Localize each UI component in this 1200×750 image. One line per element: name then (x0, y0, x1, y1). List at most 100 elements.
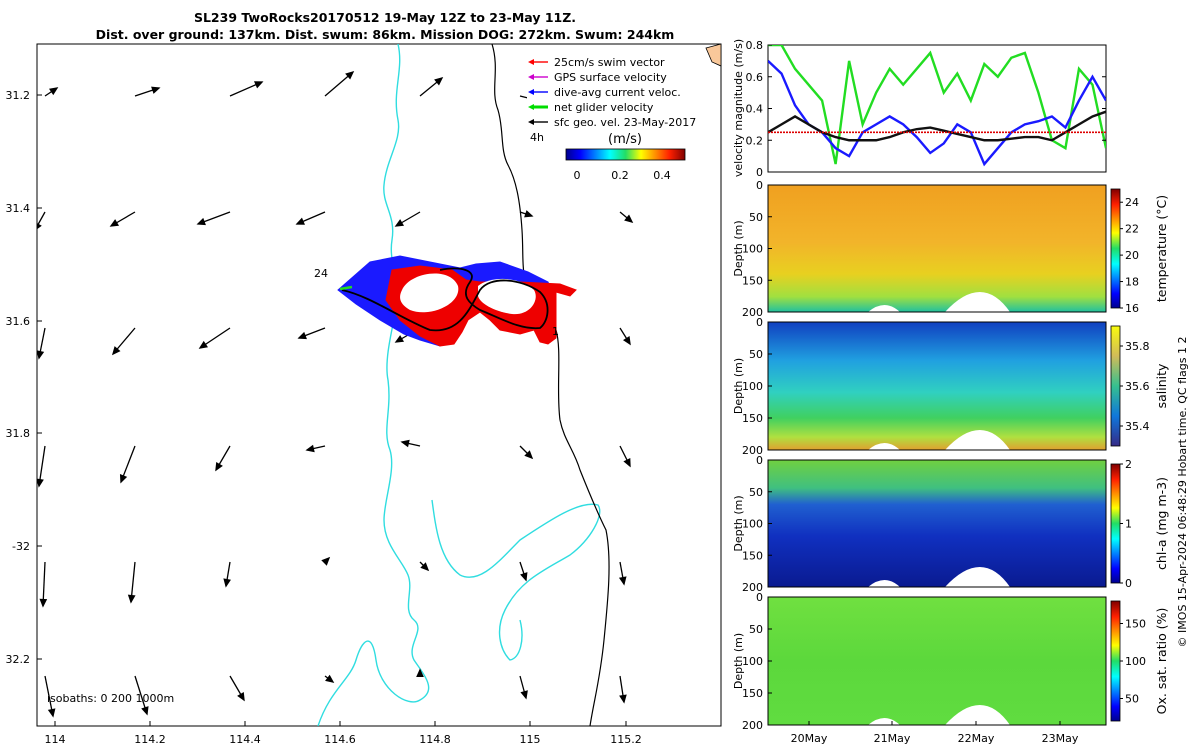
map-y-tick-label: 31.6 (6, 315, 31, 328)
colorbar-tick-label: 20 (1125, 249, 1139, 262)
section-panel: 0 50 100 150 200 Depth (m) 16 18 20 22 24 temperatu… (732, 179, 1169, 319)
geo-velocity-arrow (119, 445, 136, 484)
geo-velocity-arrow (229, 675, 245, 702)
map-colorbar: (m/s) 0 0.2 0.4 (565, 132, 686, 182)
depth-ylabel: Depth (m) (732, 495, 745, 551)
velocity-y-tick-label: 0.8 (746, 39, 764, 52)
geo-velocity-arrow (134, 86, 161, 97)
geo-velocity-arrow (223, 561, 231, 588)
seabed-bump (945, 292, 1010, 312)
colorbar-label: salinity (1154, 363, 1169, 408)
legend-label: net glider velocity (554, 101, 654, 114)
velocity-ylabel: velocity magnitude (m/s) (732, 39, 745, 177)
track-loop-west (400, 273, 459, 313)
geo-velocity-arrow (109, 211, 136, 227)
geo-velocity-arrow (37, 445, 46, 488)
geo-velocity-arrow (111, 327, 136, 356)
geo-velocity-arrow (321, 556, 331, 566)
geo-velocity-arrow (619, 675, 627, 704)
map-colorbar-tick: 0.2 (611, 169, 629, 182)
section-panel: 0 50 100 150 200 Depth (m) 35.4 35.6 35.8 salinit… (732, 316, 1169, 457)
time-tick-label: 23May (1042, 732, 1079, 745)
time-tick-label: 21May (874, 732, 911, 745)
seabed-bump (945, 430, 1010, 450)
seabed-bump (868, 580, 900, 587)
colorbar-label: temperature (°C) (1154, 195, 1169, 302)
colorbar-tick-label: 16 (1125, 302, 1139, 315)
colorbar-tick-label: 0 (1125, 577, 1132, 590)
track-label-start: 24 (314, 267, 328, 280)
velocity-magnitude-panel: 0 0.2 0.4 0.6 0.8 velocity magnitude (m/s) (732, 39, 1107, 179)
geo-velocity-arrow (39, 561, 48, 608)
section-field (767, 184, 1107, 313)
depth-tick-label: 0 (756, 316, 763, 329)
geo-velocity-arrow (215, 445, 231, 472)
depth-tick-label: 200 (742, 581, 763, 594)
section-colorbar (1110, 600, 1121, 722)
colorbar-tick-label: 35.6 (1125, 380, 1150, 393)
map-colorbar-gradient (565, 148, 686, 161)
map-y-tick-label: 31.4 (6, 202, 31, 215)
geo-velocity-arrow (519, 445, 534, 460)
section-colorbar (1110, 188, 1121, 309)
depth-ylabel: Depth (m) (732, 633, 745, 689)
geo-velocity-arrow (618, 561, 627, 586)
coastline (705, 44, 721, 67)
depth-tick-label: 100 (742, 655, 763, 668)
velocity-y-tick-label: 0.2 (746, 134, 764, 147)
map-x-tick-label: 114.2 (134, 733, 166, 746)
geo-velocity-arrow (394, 211, 421, 227)
depth-tick-label: 150 (742, 412, 763, 425)
isobath-1000m (491, 44, 610, 726)
geo-velocity-arrow (619, 211, 634, 224)
velocity-frame (767, 44, 1107, 173)
seabed-bump (868, 305, 900, 312)
map-y-tick-label: 31.8 (6, 427, 31, 440)
velocity-y-tick-label: 0 (756, 166, 763, 179)
velocity-y-tick-label: 0.4 (746, 103, 764, 116)
legend-arrowhead (528, 59, 534, 65)
geo-velocity-arrow (419, 76, 444, 97)
geo-velocity-arrow (37, 327, 46, 360)
colorbar-tick-label: 35.4 (1125, 420, 1150, 433)
colorbar-tick-label: 50 (1125, 693, 1139, 706)
geo-velocity-arrow (324, 70, 355, 97)
geo-velocity-arrow (619, 327, 631, 346)
map-y-tick-label: -32 (12, 540, 30, 553)
legend-item: net glider velocity (528, 101, 654, 114)
depth-tick-label: 100 (742, 518, 763, 531)
legend-box (527, 55, 707, 130)
legend-item: dive-avg current veloc. (528, 86, 681, 99)
legend-label: 25cm/s swim vector (554, 56, 665, 69)
depth-tick-label: 0 (756, 454, 763, 467)
depth-tick-label: 200 (742, 444, 763, 457)
colorbar-tick-label: 24 (1125, 196, 1139, 209)
legend-time-label: 4h (530, 131, 544, 144)
net-velocity-mark (339, 285, 353, 291)
geo-velocity-arrow (198, 327, 231, 349)
track-label-end: 1 (552, 325, 559, 338)
depth-tick-label: 100 (742, 380, 763, 393)
depth-tick-label: 50 (749, 486, 763, 499)
section-field (767, 596, 1107, 726)
depth-tick-label: 50 (749, 623, 763, 636)
map-panel: 24 1 114 114.2 114.4 114.6 114.8 115 115.2 31.… (6, 43, 722, 746)
geo-velocity-arrow (134, 675, 149, 716)
geo-velocity-arrow (519, 561, 528, 582)
depth-tick-label: 100 (742, 243, 763, 256)
geo-velocity-arrow (519, 210, 534, 218)
legend-label: sfc geo. vel. 23-May-2017 (554, 116, 696, 129)
map-x-tick-label: 115.2 (610, 733, 642, 746)
legend-item: GPS surface velocity (528, 71, 667, 84)
depth-tick-label: 0 (756, 591, 763, 604)
geo-velocity-arrow (44, 675, 56, 718)
geo-velocity-arrow (324, 674, 335, 683)
section-field (767, 321, 1107, 451)
colorbar-tick-label: 2 (1125, 458, 1132, 471)
velocity-y-tick-label: 0.6 (746, 71, 764, 84)
depth-tick-label: 50 (749, 348, 763, 361)
isobaths-label: isobaths: 0 200 1000m (47, 692, 174, 705)
geo-velocity-arrow (519, 675, 528, 700)
geo-velocity-arrow (416, 668, 424, 678)
